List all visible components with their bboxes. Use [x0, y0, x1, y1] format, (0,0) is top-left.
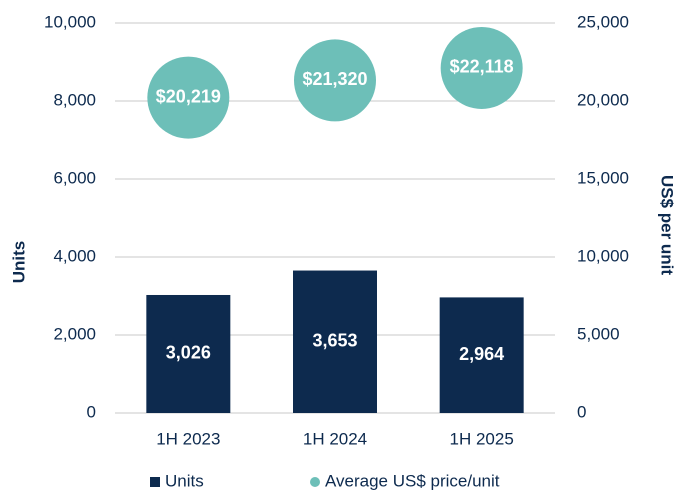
- y-tick-label: 2,000: [53, 324, 96, 343]
- y2-tick-label: 0: [577, 402, 586, 421]
- legend-label: Units: [165, 471, 204, 490]
- circle-value-label: $22,118: [450, 57, 514, 77]
- legend-label: Average US$ price/unit: [325, 471, 500, 490]
- y2-tick-label: 25,000: [577, 12, 629, 31]
- price-circle: [440, 26, 523, 109]
- bar-value-label: 3,026: [166, 343, 211, 363]
- bar: [439, 297, 524, 413]
- circle-value-label: $20,219: [156, 86, 221, 106]
- y-axis-title: Units: [9, 241, 28, 284]
- bar-value-label: 3,653: [312, 331, 357, 351]
- x-tick-label: 1H 2024: [303, 429, 367, 448]
- y-tick-label: 4,000: [53, 246, 96, 265]
- y2-tick-label: 5,000: [577, 324, 620, 343]
- y2-tick-label: 10,000: [577, 246, 629, 265]
- bar-value-label: 2,964: [459, 344, 504, 364]
- y-tick-label: 0: [87, 402, 96, 421]
- bar: [293, 270, 377, 413]
- y2-tick-label: 20,000: [577, 90, 629, 109]
- bar: [146, 294, 231, 413]
- circle-value-label: $21,320: [302, 69, 367, 89]
- x-tick-label: 1H 2025: [450, 429, 514, 448]
- y2-tick-label: 15,000: [577, 168, 629, 187]
- legend-swatch: [310, 477, 320, 487]
- price-circle: [294, 39, 376, 122]
- x-tick-label: 1H 2023: [156, 429, 220, 448]
- y2-axis-title: US$ per unit: [658, 175, 677, 275]
- y-tick-label: 10,000: [44, 12, 96, 31]
- y-tick-label: 8,000: [53, 90, 96, 109]
- y-tick-label: 6,000: [53, 168, 96, 187]
- legend-swatch: [150, 477, 160, 487]
- price-circle: [147, 56, 230, 139]
